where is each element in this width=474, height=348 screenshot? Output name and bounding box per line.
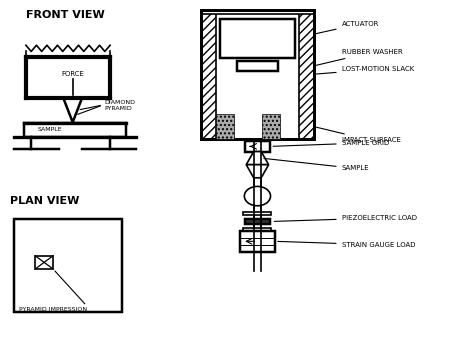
Bar bbox=[245, 141, 270, 152]
Bar bbox=[245, 219, 270, 223]
Bar bbox=[35, 256, 53, 269]
Text: FORCE: FORCE bbox=[61, 71, 84, 77]
Circle shape bbox=[244, 187, 271, 206]
Text: FRONT VIEW: FRONT VIEW bbox=[26, 10, 105, 20]
Text: PLAN VIEW: PLAN VIEW bbox=[10, 196, 79, 206]
Polygon shape bbox=[246, 152, 269, 165]
Bar bbox=[24, 123, 127, 137]
Bar bbox=[237, 61, 278, 71]
Text: SAMPLE: SAMPLE bbox=[37, 127, 62, 132]
Bar bbox=[262, 113, 280, 140]
Text: STRAIN GAUGE LOAD: STRAIN GAUGE LOAD bbox=[278, 242, 415, 248]
Text: PYRAMID IMPRESSION: PYRAMID IMPRESSION bbox=[19, 307, 87, 312]
Bar bbox=[220, 19, 295, 58]
Bar bbox=[299, 10, 314, 140]
Bar bbox=[201, 10, 314, 140]
Bar bbox=[216, 113, 234, 140]
Bar bbox=[244, 212, 272, 215]
Text: RUBBER WASHER: RUBBER WASHER bbox=[316, 49, 402, 65]
Text: PIEZOELECTRIC LOAD: PIEZOELECTRIC LOAD bbox=[274, 215, 417, 221]
Text: DIAMOND
PYRAMID: DIAMOND PYRAMID bbox=[104, 100, 135, 111]
Text: SAMPLE GRID: SAMPLE GRID bbox=[273, 140, 389, 146]
Bar bbox=[14, 219, 122, 312]
Text: SAMPLE: SAMPLE bbox=[264, 158, 369, 172]
Polygon shape bbox=[64, 98, 82, 122]
Bar bbox=[201, 10, 216, 140]
Text: IMPACT SURFACE: IMPACT SURFACE bbox=[316, 127, 401, 143]
Bar bbox=[244, 228, 272, 231]
Bar bbox=[26, 57, 110, 98]
Polygon shape bbox=[246, 165, 269, 178]
Text: ACTUATOR: ACTUATOR bbox=[316, 21, 379, 34]
Bar bbox=[201, 10, 314, 14]
Bar bbox=[240, 231, 275, 252]
Text: LOST-MOTION SLACK: LOST-MOTION SLACK bbox=[316, 66, 414, 74]
